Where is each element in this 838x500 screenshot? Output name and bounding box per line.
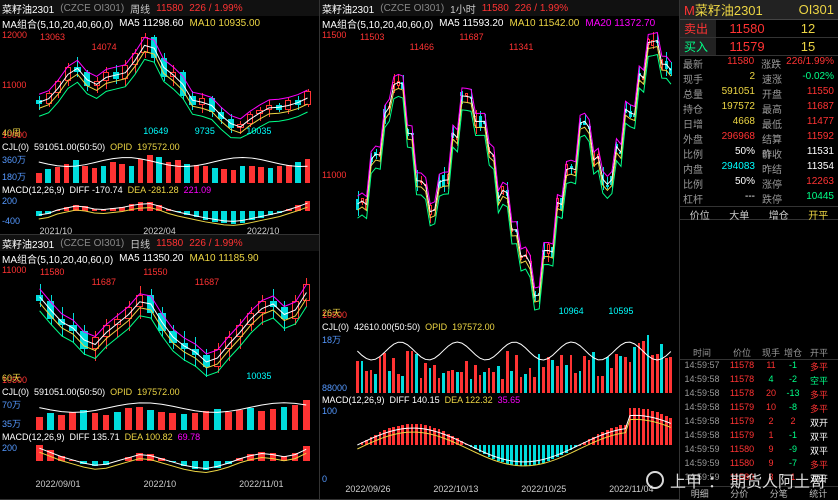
info-row: 比例50%昨收11531 [680, 146, 838, 161]
bid-row[interactable]: 买入 11579 15 [680, 38, 838, 56]
trade-row: 14:59:571157811-1多平 [680, 360, 838, 374]
trade-row: 14:59:59115809-7多平 [680, 458, 838, 472]
info-row: 总量591051开盘11550 [680, 86, 838, 101]
trade-row: 14:59:58115791-1双平 [680, 430, 838, 444]
weekly-header: 菜籽油2301 (CZCE OI301) 周线 11580 226 / 1.99… [0, 0, 319, 16]
info-row: 持仓197572最高11687 [680, 101, 838, 116]
hourly-panel: 菜籽油2301 (CZCE OI301) 1小时 11580 226 / 1.9… [320, 0, 679, 500]
weekly-panel: 菜籽油2301 (CZCE OI301) 周线 11580 226 / 1.99… [0, 0, 319, 235]
weekly-timeframe: 周线 [130, 1, 150, 16]
bottom-tabs: 明细分价分笔统计 [680, 486, 838, 500]
daily-header: 菜籽油2301 (CZCE OI301) 日线 11580 226 / 1.99… [0, 235, 319, 251]
hourly-price-chart[interactable]: 1150011000105001150311466116871134110964… [320, 30, 679, 320]
daily-volume-chart[interactable]: 70万35万 [0, 398, 319, 430]
tab-1[interactable]: 大单 [720, 207, 760, 219]
quote-panel: M菜籽油2301 OI301 卖出 11580 12 买入 11579 15 最… [680, 0, 838, 500]
info-row: 日增4668最低11477 [680, 116, 838, 131]
trades-list: 14:59:571157811-1多平14:59:58115784-2空平14:… [680, 360, 838, 486]
weekly-macd-chart[interactable]: 200-400 [0, 196, 319, 226]
trade-row: 14:59:591158031双开 [680, 472, 838, 486]
info-row: 杠杆---跌停10445 [680, 191, 838, 206]
daily-ma-info: MA组合(5,10,20,40,60,0) MA5 11350.20 MA10 … [0, 251, 319, 265]
tab-2[interactable]: 增仓 [759, 207, 799, 219]
info-row: 内盘294083昨结11354 [680, 161, 838, 176]
hourly-macd-chart[interactable]: 1000 [320, 406, 679, 484]
weekly-macd-info: MACD(12,26,9) DIFF -170.74 DEA -281.28 2… [0, 183, 319, 196]
trade-tabs: 价位大单增仓开平 [680, 206, 838, 220]
daily-price-chart[interactable]: 1100010500115801168711550116871003560天 [0, 265, 319, 385]
trades-header: 时间价位现手增仓开平 [680, 346, 838, 360]
info-row: 现手2速涨-0.02% [680, 71, 838, 86]
trade-row: 14:59:58115784-2空平 [680, 374, 838, 388]
daily-cjl-info: CJL(0) 591051.00(50:50) OPID 197572.00 [0, 385, 319, 398]
daily-macd-info: MACD(12,26,9) DIFF 135.71 DEA 100.82 69.… [0, 430, 319, 443]
trade-row: 14:59:59115809-9双平 [680, 444, 838, 458]
trade-row: 14:59:581157910-8多平 [680, 402, 838, 416]
weekly-cjl-info: CJL(0) 591051.00(50:50) OPID 197572.00 [0, 140, 319, 153]
hourly-xaxis: 2022/09/262022/10/132022/10/252022/11/04 [320, 484, 679, 496]
info-row: 比例50%涨停12263 [680, 176, 838, 191]
weekly-volume-chart[interactable]: 360万180万 [0, 153, 319, 183]
hourly-cjl-info: CJL(0) 42610.00(50:50) OPID 197572.00 [320, 320, 679, 333]
daily-macd-chart[interactable]: 200 [0, 443, 319, 479]
quote-title: M菜籽油2301 OI301 [680, 0, 838, 20]
trade-row: 14:59:581157922双开 [680, 416, 838, 430]
trade-row: 14:59:581157820-13多平 [680, 388, 838, 402]
weekly-price-chart[interactable]: 1200011000100001306314074106499735100354… [0, 30, 319, 140]
daily-xaxis: 2022/09/012022/102022/11/01 [0, 479, 319, 491]
tab-0[interactable]: 价位 [680, 207, 720, 219]
hourly-ma-info: MA组合(5,10,20,40,60,0) MA5 11593.20 MA10 … [320, 16, 679, 30]
ask-row[interactable]: 卖出 11580 12 [680, 20, 838, 38]
weekly-ma-info: MA组合(5,10,20,40,60,0) MA5 11298.60 MA10 … [0, 16, 319, 30]
symbol-code: (CZCE OI301) [60, 3, 124, 14]
hourly-macd-info: MACD(12,26,9) DIFF 140.15 DEA 122.32 35.… [320, 393, 679, 406]
hourly-volume-chart[interactable]: 18万88000 [320, 333, 679, 393]
tab-content-spacer [680, 220, 838, 346]
tab-3[interactable]: 开平 [799, 207, 838, 219]
info-row: 外盘296968结算价11592 [680, 131, 838, 146]
header-price: 11580 [156, 3, 183, 14]
info-row: 最新11580涨跌226/1.99% [680, 56, 838, 71]
info-grid: 最新11580涨跌226/1.99%现手2速涨-0.02%总量591051开盘1… [680, 56, 838, 206]
symbol-name: 菜籽油2301 [2, 1, 54, 16]
header-change: 226 / 1.99% [189, 3, 242, 14]
quote-code: OI301 [799, 2, 834, 17]
daily-panel: 菜籽油2301 (CZCE OI301) 日线 11580 226 / 1.99… [0, 235, 319, 500]
hourly-header: 菜籽油2301 (CZCE OI301) 1小时 11580 226 / 1.9… [320, 0, 679, 16]
